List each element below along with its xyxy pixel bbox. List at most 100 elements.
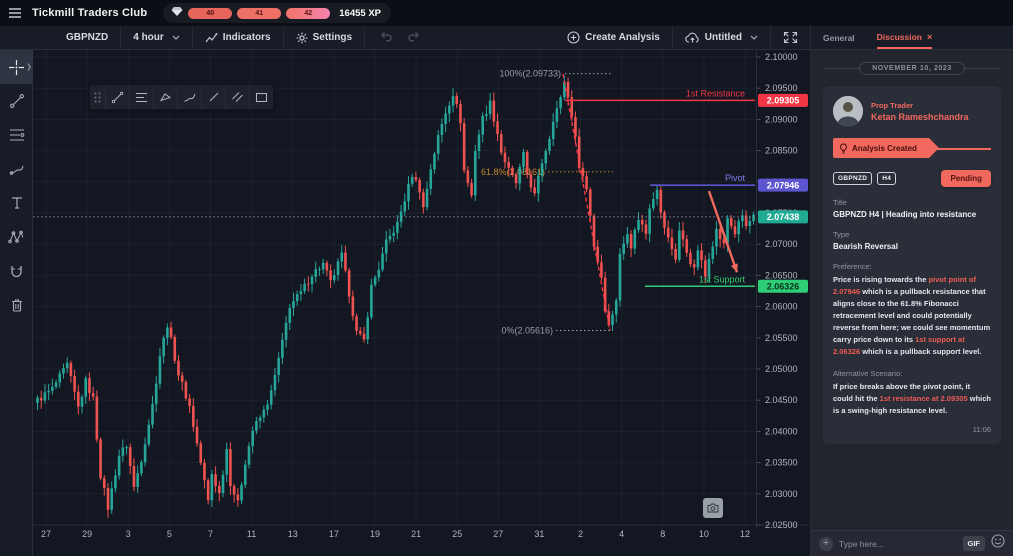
ribbon-label: Analysis Created xyxy=(852,143,917,153)
svg-text:27: 27 xyxy=(493,529,503,539)
svg-text:11: 11 xyxy=(247,529,256,539)
parallel-channel-icon xyxy=(232,92,243,102)
tool-xabcd-pattern[interactable] xyxy=(0,220,33,254)
fib-levels: 100%(2.09733)61.8%(2.08161)0%(2.05616) xyxy=(481,69,613,336)
date-pill: NOVEMBER 10, 2023 xyxy=(859,61,965,75)
ft-polyline-button[interactable] xyxy=(153,85,177,109)
chart-canvas[interactable]: 100%(2.09733)61.8%(2.08161)0%(2.05616)1s… xyxy=(33,50,810,540)
tool-fib-retracement[interactable] xyxy=(0,118,33,152)
pattern-icon xyxy=(8,230,24,244)
svg-text:2.06000: 2.06000 xyxy=(765,302,798,312)
create-analysis-button[interactable]: Create Analysis xyxy=(555,26,672,49)
save-layout-button[interactable]: Untitled xyxy=(671,26,770,49)
analysis-meta-row: GBPNZD H4 Pending xyxy=(833,170,991,187)
svg-text:17: 17 xyxy=(329,529,339,539)
chart-grid xyxy=(33,51,755,526)
author-block: Prop Trader Ketan Rameshchandra xyxy=(871,101,969,122)
cloud-upload-icon xyxy=(685,32,700,44)
timeframe-badge: H4 xyxy=(877,172,897,185)
chart-toolbar: GBPNZD 4 hour Indicators Settings xyxy=(0,26,810,50)
svg-text:2.09500: 2.09500 xyxy=(765,83,798,93)
ft-line-button[interactable] xyxy=(201,85,225,109)
svg-text:31: 31 xyxy=(534,529,544,539)
ft-trend-line-button[interactable] xyxy=(105,85,129,109)
svg-text:12: 12 xyxy=(740,529,750,539)
svg-text:8: 8 xyxy=(660,529,665,539)
history-controls xyxy=(364,26,435,49)
fullscreen-button[interactable] xyxy=(770,26,810,49)
svg-text:25: 25 xyxy=(452,529,462,539)
tool-magnet[interactable] xyxy=(0,254,33,288)
symbol-button[interactable]: GBPNZD xyxy=(54,26,120,49)
tab-discussion[interactable]: Discussion × xyxy=(876,26,933,49)
lightbulb-icon xyxy=(839,143,848,154)
svg-text:3: 3 xyxy=(126,529,131,539)
indicators-button[interactable]: Indicators xyxy=(191,26,283,49)
price-chart[interactable]: 100%(2.09733)61.8%(2.08161)0%(2.05616)1s… xyxy=(33,50,810,556)
tab-general-label: General xyxy=(823,32,855,43)
svg-text:0%(2.05616): 0%(2.05616) xyxy=(501,326,553,336)
settings-button[interactable]: Settings xyxy=(282,26,364,49)
timeframe-select[interactable]: 4 hour xyxy=(120,26,192,49)
camera-icon xyxy=(707,503,719,513)
gif-button[interactable]: GIF xyxy=(962,536,985,551)
svg-text:21: 21 xyxy=(411,529,421,539)
tab-general[interactable]: General xyxy=(823,26,855,49)
indicators-icon xyxy=(205,32,218,44)
svg-text:5: 5 xyxy=(167,529,172,539)
crosshair-icon xyxy=(9,59,24,75)
attach-icon[interactable]: + xyxy=(819,536,833,551)
ft-fib-button[interactable] xyxy=(129,85,153,109)
close-tab-icon[interactable]: × xyxy=(927,31,933,42)
author-header: Prop Trader Ketan Rameshchandra xyxy=(833,96,991,126)
alternative-label: Alternative Scenario: xyxy=(833,369,903,378)
screenshot-button[interactable] xyxy=(703,498,723,518)
svg-text:2.03000: 2.03000 xyxy=(765,489,798,499)
top-bar: Tickmill Traders Club 40 41 42 16455 XP xyxy=(0,0,1013,26)
svg-text:2.05500: 2.05500 xyxy=(765,333,798,343)
tool-crosshair[interactable]: ❯ xyxy=(0,50,33,84)
drag-handle-icon[interactable] xyxy=(90,85,105,109)
candles xyxy=(36,75,755,518)
menu-icon[interactable] xyxy=(0,6,30,20)
message-input[interactable] xyxy=(839,538,957,549)
gem-icon xyxy=(171,4,183,22)
drawing-tool-rail: ❯ xyxy=(0,50,33,556)
status-badge[interactable]: Pending xyxy=(941,170,991,187)
chevron-down-icon xyxy=(172,35,180,40)
svg-text:2.07946: 2.07946 xyxy=(767,180,800,190)
tool-brush[interactable] xyxy=(0,152,33,186)
undo-icon[interactable] xyxy=(379,29,393,47)
svg-text:7: 7 xyxy=(208,529,213,539)
tab-discussion-label: Discussion xyxy=(876,31,923,42)
ft-parallel-channel-button[interactable] xyxy=(225,85,249,109)
analysis-card[interactable]: Prop Trader Ketan Rameshchandra Analysis… xyxy=(823,86,1001,444)
svg-text:2.06326: 2.06326 xyxy=(767,281,800,291)
tool-trend-line[interactable] xyxy=(0,84,33,118)
title-label: Title xyxy=(833,198,847,207)
avatar[interactable] xyxy=(833,96,863,126)
type-label: Type xyxy=(833,230,850,239)
analysis-created-ribbon-row: Analysis Created xyxy=(833,138,991,158)
svg-text:2.07000: 2.07000 xyxy=(765,239,798,249)
brush-icon xyxy=(9,165,24,175)
discussion-feed[interactable]: NOVEMBER 10, 2023 Prop Trader Ketan Rame… xyxy=(811,50,1013,530)
level-badge-42: 42 xyxy=(286,7,331,19)
trash-icon xyxy=(11,298,22,312)
analysis-title: GBPNZD H4 | Heading into resistance xyxy=(833,210,977,219)
trend-line-icon xyxy=(111,91,124,103)
tool-text[interactable] xyxy=(0,186,33,220)
emoji-icon[interactable] xyxy=(991,534,1005,553)
price-tags: 2.09305 2.07946 2.06326 2.07438 xyxy=(758,93,808,293)
author-role: Prop Trader xyxy=(871,100,914,110)
svg-text:2.10000: 2.10000 xyxy=(765,52,798,62)
trend-line-icon xyxy=(9,94,24,108)
ft-rectangle-button[interactable] xyxy=(249,85,273,109)
xp-progress-pill[interactable]: 40 41 42 16455 XP xyxy=(163,3,391,23)
tool-remove-drawings[interactable] xyxy=(0,288,33,322)
redo-icon[interactable] xyxy=(407,29,421,47)
svg-text:2.03500: 2.03500 xyxy=(765,458,798,468)
ft-brush-button[interactable] xyxy=(177,85,201,109)
expand-rail-icon[interactable]: ❯ xyxy=(26,64,32,71)
